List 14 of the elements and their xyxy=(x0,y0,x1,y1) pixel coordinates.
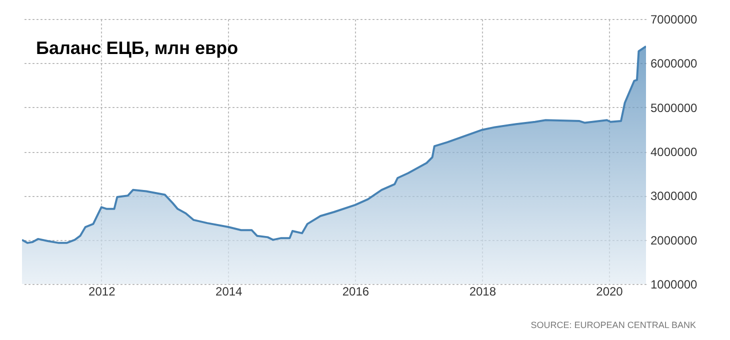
x-tick-label: 2014 xyxy=(216,284,243,298)
x-tick-label: 2020 xyxy=(596,284,624,298)
source-note: SOURCE: EUROPEAN CENTRAL BANK xyxy=(530,320,696,330)
text: Баланс ЕЦБ, млн евро xyxy=(36,38,238,58)
y-tick-label: 7000000 xyxy=(650,12,698,26)
y-tick-label: 1000000 xyxy=(650,278,698,292)
x-tick-label: 2012 xyxy=(88,284,116,298)
y-tick-label: 4000000 xyxy=(650,145,698,159)
x-tick-label: 2016 xyxy=(342,284,370,298)
y-tick-label: 2000000 xyxy=(650,233,698,248)
y-tick-label: 5000000 xyxy=(650,100,698,115)
y-tick-label: 6000000 xyxy=(650,56,698,71)
y-tick-label: 3000000 xyxy=(650,189,698,204)
x-tick-label: 2018 xyxy=(469,284,496,298)
